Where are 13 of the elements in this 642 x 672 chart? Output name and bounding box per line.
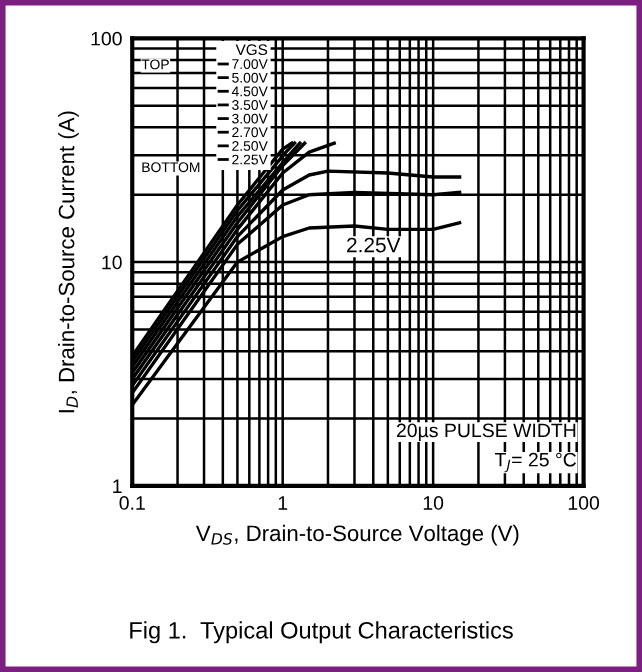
annotation: T$_{J}$= 25 °C (495, 452, 577, 473)
annotation: 2.25V (347, 237, 401, 253)
y-tick-label: 100 (91, 31, 122, 46)
x-tick-label: 10 (423, 496, 444, 510)
x-axis-title: V$_{DS}$, Drain-to-Source Voltage (V) (195, 524, 519, 546)
text: Fig 1. Typical Output Characteristics (130, 621, 513, 644)
y-tick-label: 1 (113, 479, 122, 493)
x-tick-label: 1 (278, 496, 288, 510)
x-tick-label: 100 (568, 496, 600, 510)
annotation: 20µs PULSE WIDTH (396, 423, 576, 442)
x-tick-label: 0.1 (119, 496, 145, 510)
y-axis-title: I$_{D}$, Drain-to-Source Current (A) (58, 111, 79, 413)
y-tick-label: 10 (102, 255, 122, 270)
